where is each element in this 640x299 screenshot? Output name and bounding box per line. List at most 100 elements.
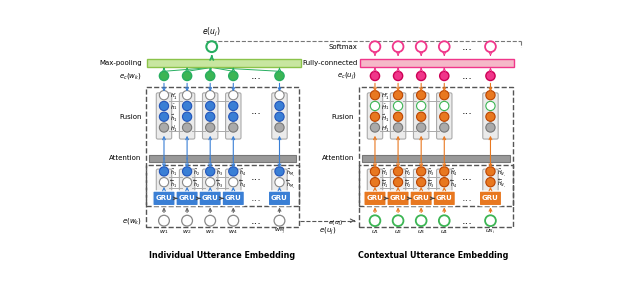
Circle shape [394, 101, 403, 111]
Text: $\overleftarrow{h}_{M_j}$: $\overleftarrow{h}_{M_j}$ [285, 178, 294, 190]
Circle shape [205, 167, 215, 176]
Text: Fusion: Fusion [332, 114, 354, 120]
Text: ...: ... [462, 71, 473, 81]
FancyBboxPatch shape [176, 191, 198, 206]
Text: $u_1$: $u_1$ [371, 228, 379, 236]
Text: $H_1^r$: $H_1^r$ [381, 91, 390, 102]
Circle shape [228, 101, 238, 111]
Text: $w_1$: $w_1$ [159, 228, 169, 236]
Text: ...: ... [251, 216, 262, 226]
FancyBboxPatch shape [202, 169, 218, 194]
Circle shape [159, 178, 168, 187]
Text: $\vec{H}_{N_i}$: $\vec{H}_{N_i}$ [497, 167, 506, 179]
Circle shape [205, 112, 215, 121]
Circle shape [205, 178, 215, 187]
Text: $H_1^l$: $H_1^l$ [381, 124, 389, 135]
Text: $\vec{h}_{M_j}$: $\vec{h}_{M_j}$ [285, 167, 294, 179]
FancyBboxPatch shape [202, 93, 218, 139]
Circle shape [416, 41, 426, 52]
Text: ...: ... [462, 106, 473, 116]
Text: ...: ... [251, 106, 262, 116]
Text: Max-pooling: Max-pooling [99, 60, 141, 66]
Text: ...: ... [462, 216, 473, 226]
FancyBboxPatch shape [433, 191, 456, 206]
Circle shape [486, 167, 495, 176]
Circle shape [228, 167, 238, 176]
Text: $e_c(u_j)$: $e_c(u_j)$ [337, 70, 357, 82]
Text: $w_2$: $w_2$ [182, 228, 192, 236]
Circle shape [371, 91, 380, 100]
Circle shape [275, 112, 284, 121]
Bar [362, 155, 509, 162]
Text: $\bar{h}_1$: $\bar{h}_1$ [170, 103, 178, 112]
Circle shape [205, 215, 216, 226]
Circle shape [182, 178, 192, 187]
Circle shape [394, 167, 403, 176]
Circle shape [394, 123, 403, 132]
Text: $\bar{H}_1$: $\bar{H}_1$ [381, 103, 389, 112]
Text: GRU: GRU [271, 195, 288, 201]
Circle shape [228, 91, 238, 100]
Circle shape [440, 178, 449, 187]
Text: $u_2$: $u_2$ [394, 228, 402, 236]
Circle shape [275, 167, 284, 176]
Text: Attention: Attention [109, 155, 141, 161]
Text: GRU: GRU [436, 195, 452, 201]
Text: $\overleftarrow{h}_4$: $\overleftarrow{h}_4$ [239, 178, 247, 190]
Circle shape [369, 215, 380, 226]
FancyBboxPatch shape [483, 169, 498, 194]
FancyBboxPatch shape [436, 93, 452, 139]
Bar [147, 165, 299, 227]
Text: ...: ... [251, 71, 262, 81]
Text: $\vec{H}_1$: $\vec{H}_1$ [381, 113, 389, 124]
Bar [147, 87, 299, 206]
Text: $e(u_j)$: $e(u_j)$ [328, 219, 344, 229]
Circle shape [182, 123, 192, 132]
Bar [149, 155, 296, 162]
Text: $\vec{H}_1$: $\vec{H}_1$ [381, 167, 388, 178]
Text: GRU: GRU [202, 195, 219, 201]
Text: $\overleftarrow{H}_1$: $\overleftarrow{H}_1$ [381, 178, 388, 190]
FancyBboxPatch shape [272, 93, 287, 139]
Circle shape [371, 112, 380, 121]
Bar [359, 165, 513, 227]
Circle shape [486, 123, 495, 132]
FancyBboxPatch shape [367, 169, 383, 194]
Text: GRU: GRU [390, 195, 406, 201]
Text: $u_{N_i}$: $u_{N_i}$ [486, 228, 495, 237]
Text: Attention: Attention [322, 155, 354, 161]
FancyBboxPatch shape [390, 169, 406, 194]
Text: $h_1^r$: $h_1^r$ [170, 91, 178, 102]
FancyBboxPatch shape [225, 93, 241, 139]
Circle shape [275, 123, 284, 132]
Text: ...: ... [462, 193, 473, 203]
FancyBboxPatch shape [413, 169, 429, 194]
Text: GRU: GRU [413, 195, 429, 201]
Text: $\vec{H}_3$: $\vec{H}_3$ [428, 167, 435, 178]
FancyBboxPatch shape [268, 191, 291, 206]
Text: $\overleftarrow{H}_{N_i}$: $\overleftarrow{H}_{N_i}$ [497, 178, 506, 190]
Text: $\overleftarrow{H}_3$: $\overleftarrow{H}_3$ [428, 178, 435, 190]
Text: $e(u_j)$: $e(u_j)$ [202, 26, 221, 39]
Text: GRU: GRU [225, 195, 242, 201]
Circle shape [159, 123, 168, 132]
Circle shape [486, 71, 495, 80]
Circle shape [275, 71, 284, 80]
Text: $u_3$: $u_3$ [417, 228, 426, 236]
Circle shape [275, 91, 284, 100]
FancyBboxPatch shape [390, 93, 406, 139]
FancyBboxPatch shape [479, 191, 502, 206]
Text: GRU: GRU [367, 195, 383, 201]
Circle shape [439, 215, 450, 226]
Text: ...: ... [462, 42, 473, 52]
FancyBboxPatch shape [410, 191, 433, 206]
Circle shape [440, 91, 449, 100]
Circle shape [440, 167, 449, 176]
Text: $\vec{h}_4$: $\vec{h}_4$ [239, 167, 246, 178]
Text: $\vec{H}_4$: $\vec{H}_4$ [451, 167, 458, 178]
Circle shape [228, 71, 238, 80]
Circle shape [182, 101, 192, 111]
Circle shape [485, 215, 496, 226]
Circle shape [182, 215, 193, 226]
Circle shape [486, 112, 495, 121]
